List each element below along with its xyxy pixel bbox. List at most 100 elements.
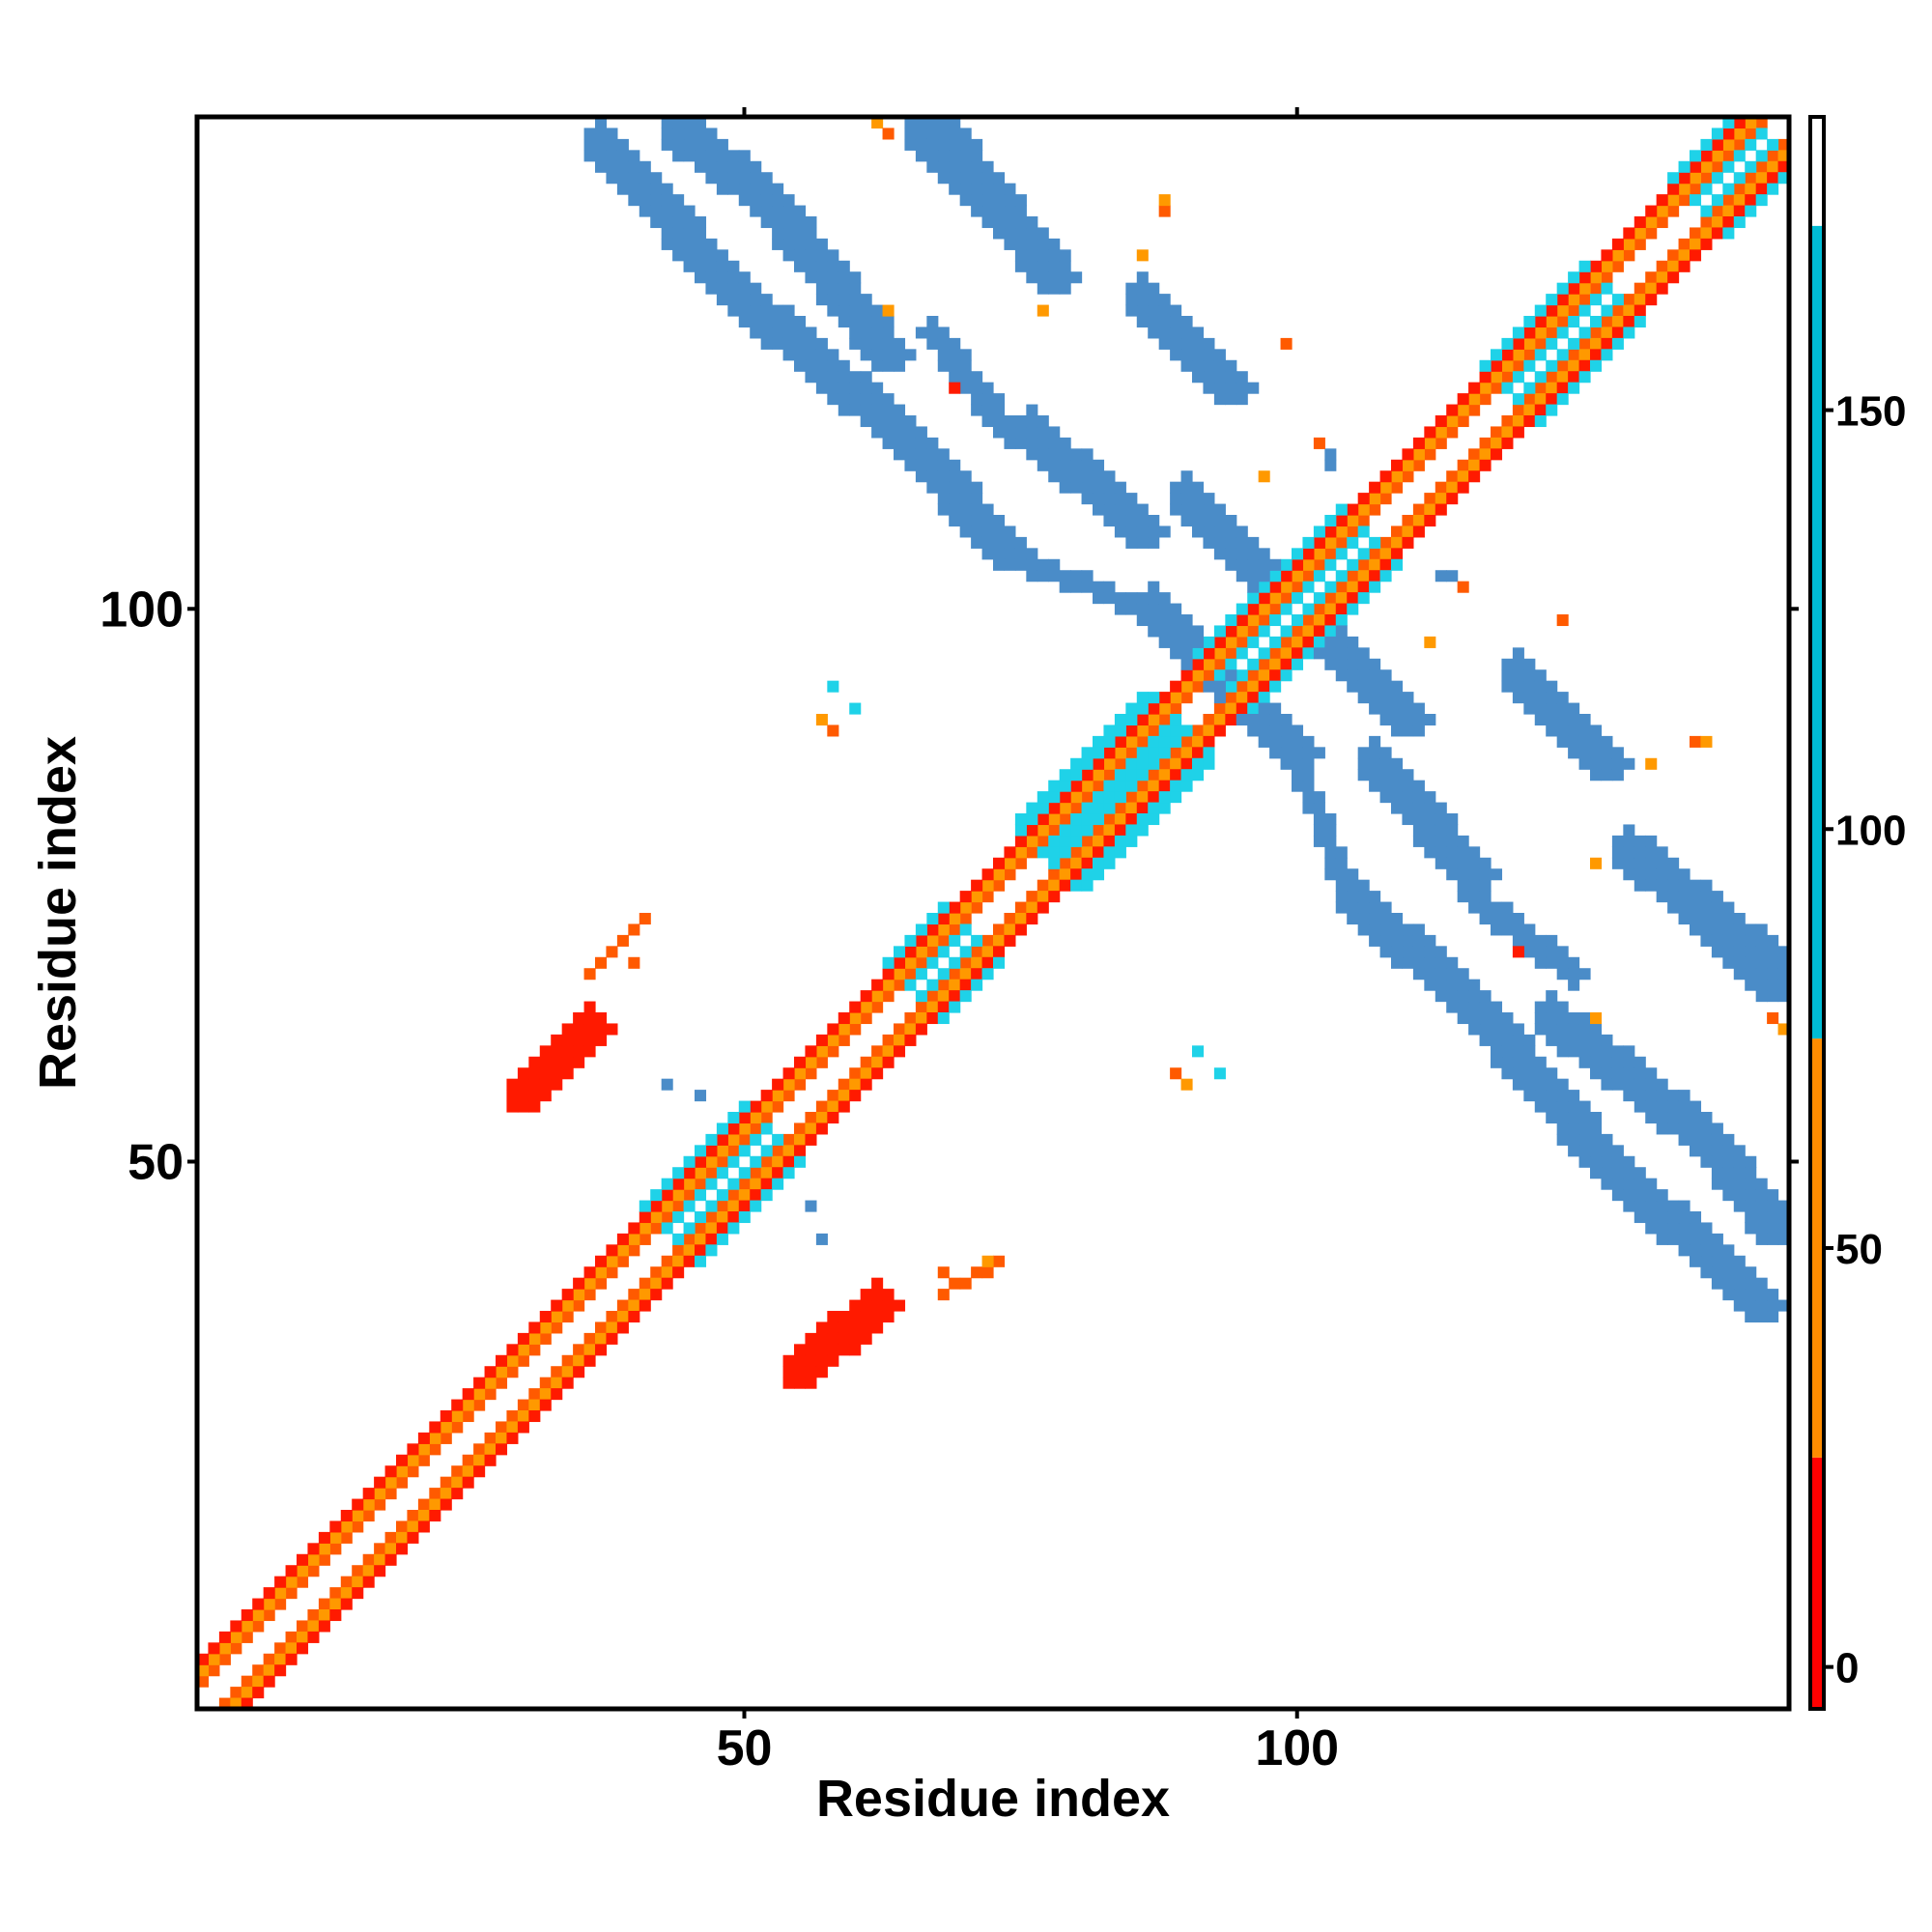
contact-cell — [252, 1675, 265, 1688]
contact-cell — [959, 515, 972, 527]
contact-cell — [1292, 747, 1304, 759]
contact-cell — [1313, 813, 1325, 826]
contact-cell — [1148, 603, 1160, 615]
contact-cell — [462, 1399, 474, 1411]
contact-cell — [1269, 647, 1282, 660]
contact-cell — [1236, 625, 1248, 638]
contact-cell — [1556, 1100, 1569, 1113]
contact-cell — [506, 1090, 519, 1102]
contact-cell — [1590, 1067, 1603, 1080]
contact-cell — [860, 990, 872, 1003]
contact-cell — [1755, 128, 1768, 140]
contact-cell — [815, 260, 828, 272]
contact-cell — [1379, 946, 1392, 958]
contact-cell — [528, 1388, 541, 1401]
contact-cell — [1656, 1100, 1668, 1113]
contact-cell — [993, 415, 1006, 428]
contact-cell — [561, 1034, 574, 1046]
contact-cell — [705, 1222, 718, 1235]
contact-cell — [1446, 979, 1459, 991]
contact-cell — [959, 968, 972, 980]
contact-cell — [661, 1200, 673, 1212]
contact-cell — [318, 1609, 330, 1622]
contact-cell — [561, 1377, 574, 1389]
contact-cell — [1611, 1078, 1624, 1091]
contact-cell — [750, 160, 762, 173]
contact-cell — [1170, 680, 1182, 693]
contact-cell — [1767, 1299, 1779, 1312]
contact-cell — [1623, 824, 1635, 837]
contact-cell — [1170, 304, 1182, 317]
contact-cell — [849, 1311, 862, 1323]
contact-cell — [860, 294, 872, 306]
contact-cell — [1335, 625, 1348, 638]
contact-cell — [1611, 1067, 1624, 1080]
contact-cell — [1755, 117, 1768, 129]
contact-cell — [1391, 526, 1404, 538]
contact-cell — [1269, 581, 1282, 593]
contact-cell — [329, 1543, 342, 1555]
contact-cell — [1258, 724, 1270, 737]
contact-cell — [1690, 1244, 1702, 1257]
contact-cell — [307, 1553, 320, 1566]
contact-cell — [1457, 1012, 1469, 1025]
contact-cell — [1280, 581, 1293, 593]
contact-cell — [760, 1122, 773, 1135]
contact-cell — [1667, 868, 1680, 881]
contact-cell — [1324, 592, 1337, 605]
contact-cell — [1678, 891, 1690, 903]
contact-cell — [1347, 603, 1359, 615]
contact-cell — [1435, 493, 1447, 505]
contact-cell — [1711, 172, 1723, 185]
contact-cell — [1634, 1056, 1646, 1068]
contact-cell — [1379, 470, 1392, 483]
contact-cell — [1292, 625, 1304, 638]
contact-cell — [1468, 470, 1481, 483]
contact-cell — [915, 437, 927, 449]
contact-cell — [1546, 1090, 1558, 1102]
contact-cell — [650, 1222, 663, 1235]
contact-cell — [1213, 702, 1226, 715]
contact-cell — [716, 1200, 728, 1212]
contact-cell — [805, 1067, 817, 1080]
contact-cell — [1446, 813, 1459, 826]
contact-cell — [661, 1178, 673, 1190]
contact-cell — [1225, 680, 1237, 693]
contact-cell — [1081, 846, 1094, 859]
contact-cell — [1556, 1090, 1569, 1102]
contact-cell — [815, 1056, 828, 1068]
contact-cell — [1059, 282, 1071, 295]
contact-cell — [838, 1090, 850, 1102]
contact-cell — [1578, 968, 1591, 980]
contact-cell — [1568, 359, 1580, 372]
contact-cell — [782, 1155, 795, 1168]
contact-cell — [285, 1565, 298, 1577]
contact-cell — [794, 316, 807, 328]
contact-cell — [539, 1078, 552, 1091]
contact-cell — [440, 1476, 452, 1489]
contact-cell — [1192, 658, 1205, 670]
contact-cell — [528, 1090, 541, 1102]
contact-cell — [750, 282, 762, 295]
contact-cell — [396, 1520, 409, 1533]
contact-cell — [894, 1034, 906, 1046]
contact-cell — [1623, 1167, 1635, 1179]
contact-cell — [794, 227, 807, 240]
contact-cell — [1347, 558, 1359, 571]
contact-cell — [1125, 802, 1138, 814]
contact-cell — [1026, 891, 1038, 903]
contact-cell — [1247, 714, 1260, 726]
contact-cell — [1093, 802, 1105, 814]
contact-cell — [738, 1133, 751, 1146]
contact-cell — [1722, 1167, 1735, 1179]
contact-cell — [827, 1045, 839, 1058]
contact-cell — [716, 1167, 728, 1179]
contact-cell — [1523, 702, 1536, 715]
contact-cell — [1678, 1233, 1690, 1245]
contact-cell — [894, 349, 906, 361]
contact-cell — [384, 1531, 397, 1544]
contact-cell — [1678, 868, 1690, 881]
contact-cell — [1568, 979, 1580, 991]
contact-cell — [1081, 481, 1094, 494]
contact-cell — [782, 216, 795, 229]
